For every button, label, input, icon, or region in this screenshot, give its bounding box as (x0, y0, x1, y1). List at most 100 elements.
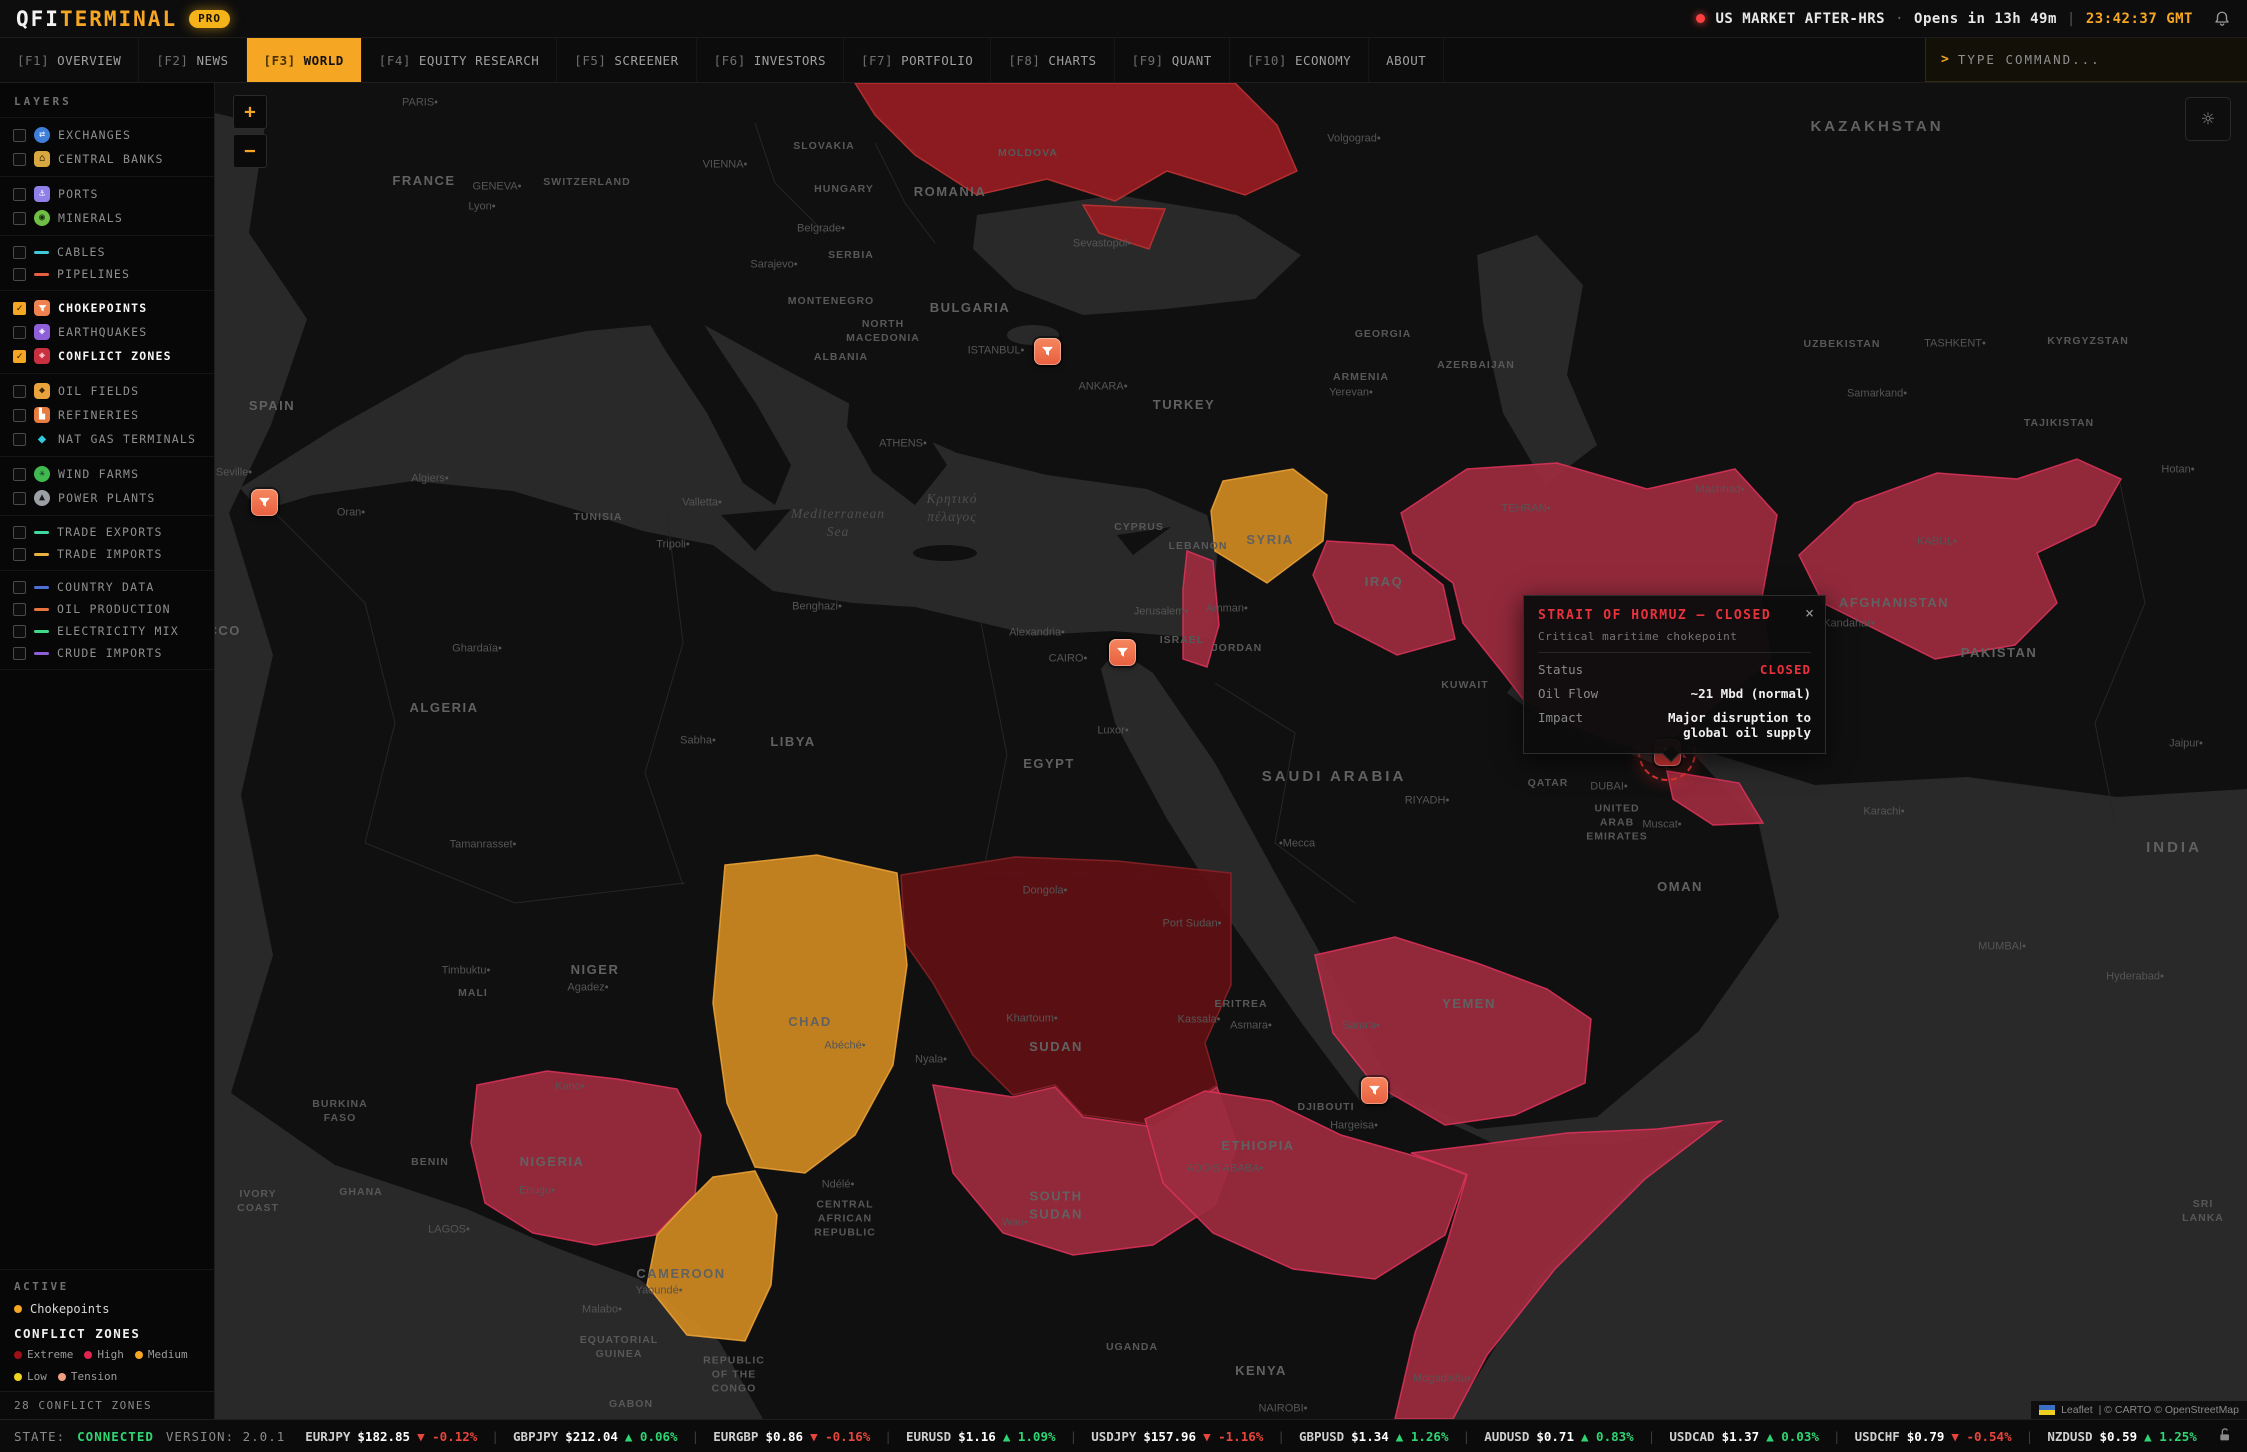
fx-ticker-eurusd[interactable]: EURUSD $1.16 ▲ 1.09% (906, 1428, 1056, 1444)
tab-overview[interactable]: [F1] OVERVIEW (0, 38, 140, 82)
layer-group: ✓ CHOKEPOINTS ✓ ◈ EARTHQUAKES ✓ ◈ CONFLICT ZONE… (0, 291, 214, 374)
tab-about[interactable]: ABOUT (1369, 38, 1445, 82)
layer-toggle-pipelines[interactable]: ✓ PIPELINES (0, 263, 214, 285)
layer-toggle-ports[interactable]: ✓ ⚓ PORTS (0, 182, 214, 206)
tab-quant[interactable]: [F9] QUANT (1115, 38, 1230, 82)
conflict-zone-afghanistan[interactable] (1798, 458, 2123, 660)
checkbox[interactable]: ✓ (13, 152, 26, 166)
checkbox[interactable]: ✓ (13, 325, 26, 339)
fx-ticker-usdcad[interactable]: USDCAD $1.37 ▲ 0.03% (1669, 1428, 1819, 1444)
layer-toggle-refineries[interactable]: ✓ ▙ REFINERIES (0, 403, 214, 427)
layer-label: PIPELINES (57, 267, 131, 281)
zoom-out-button[interactable]: − (233, 134, 267, 168)
layer-toggle-minerals[interactable]: ✓ ◉ MINERALS (0, 206, 214, 230)
conflict-zone-crimea[interactable] (1081, 204, 1167, 250)
tab-portfolio[interactable]: [F7] PORTFOLIO (844, 38, 992, 82)
checkbox[interactable]: ✓ (13, 624, 26, 638)
layer-toggle-oil-production[interactable]: ✓ OIL PRODUCTION (0, 598, 214, 620)
layer-toggle-power-plants[interactable]: ✓ ▲ POWER PLANTS (0, 486, 214, 510)
fx-ticker-gbpjpy[interactable]: GBPJPY $212.04 ▲ 0.06% (513, 1428, 678, 1444)
conflict-zone-ethiopia[interactable] (1144, 1090, 1468, 1280)
fx-ticker-eurgbp[interactable]: EURGBP $0.86 ▼ -0.16% (713, 1428, 871, 1444)
status-divider: | (2066, 10, 2076, 27)
logo-name: TERMINAL (59, 6, 178, 31)
tab-world[interactable]: [F3] WORLD (246, 38, 362, 82)
checkbox[interactable]: ✓ (13, 547, 26, 561)
tab-screener[interactable]: [F5] SCREENER (557, 38, 697, 82)
checkbox[interactable]: ✓ (13, 187, 26, 201)
layer-toggle-crude-imports[interactable]: ✓ CRUDE IMPORTS (0, 642, 214, 664)
checkbox[interactable]: ✓ (13, 467, 26, 481)
tab-charts[interactable]: [F8] CHARTS (991, 38, 1115, 82)
layer-toggle-electricity-mix[interactable]: ✓ ELECTRICITY MIX (0, 620, 214, 642)
layer-toggle-cables[interactable]: ✓ CABLES (0, 241, 214, 263)
unlock-icon[interactable] (2217, 1427, 2233, 1446)
conflict-zone-israel-lebanon[interactable] (1182, 549, 1220, 668)
checkbox[interactable]: ✓ (13, 301, 26, 315)
ticker-separator: | (1647, 1428, 1656, 1444)
checkbox[interactable]: ✓ (13, 602, 26, 616)
command-input[interactable]: > TYPE COMMAND... (1925, 38, 2247, 82)
checkbox[interactable]: ✓ (13, 384, 26, 398)
checkbox[interactable]: ✓ (13, 245, 26, 259)
conflict-zone-cameroon[interactable] (646, 1170, 778, 1342)
layer-group: ✓ TRADE EXPORTS ✓ TRADE IMPORTS (0, 516, 214, 571)
layer-toggle-trade-exports[interactable]: ✓ TRADE EXPORTS (0, 521, 214, 543)
layer-toggle-wind-farms[interactable]: ✓ ✳ WIND FARMS (0, 462, 214, 486)
layer-toggle-oil-fields[interactable]: ✓ ◆ OIL FIELDS (0, 379, 214, 403)
layer-toggle-trade-imports[interactable]: ✓ TRADE IMPORTS (0, 543, 214, 565)
layer-toggle-exchanges[interactable]: ✓ ⇄ EXCHANGES (0, 123, 214, 147)
chokepoint-marker-bosphorus[interactable] (1033, 337, 1061, 365)
zoom-in-button[interactable]: + (233, 95, 267, 129)
checkbox[interactable]: ✓ (13, 211, 26, 225)
tab-economy[interactable]: [F10] ECONOMY (1230, 38, 1370, 82)
fx-ticker-strip: EURJPY $182.85 ▼ -0.12% | GBPJPY $212.04 ▲ 0.0… (305, 1429, 2197, 1444)
attribution-text[interactable]: | © CARTO © OpenStreetMap (2098, 1404, 2239, 1416)
chokepoint-marker-bab-el-mandeb[interactable] (1360, 1076, 1388, 1104)
popup-close-icon[interactable]: × (1804, 604, 1814, 622)
tab-investors[interactable]: [F6] INVESTORS (697, 38, 844, 82)
conflict-zone-syria[interactable] (1210, 468, 1328, 584)
ticker-separator: | (691, 1428, 700, 1444)
fx-ticker-usdjpy[interactable]: USDJPY $157.96 ▼ -1.16% (1091, 1428, 1264, 1444)
layer-toggle-country-data[interactable]: ✓ COUNTRY DATA (0, 576, 214, 598)
checkbox[interactable]: ✓ (13, 525, 26, 539)
conflict-zone-iraq[interactable] (1312, 540, 1456, 656)
layer-toggle-conflict-zones[interactable]: ✓ ◈ CONFLICT ZONES (0, 344, 214, 368)
checkbox[interactable]: ✓ (13, 128, 26, 142)
conflict-zone-somalia[interactable] (1394, 1119, 1724, 1419)
fx-ticker-eurjpy[interactable]: EURJPY $182.85 ▼ -0.12% (305, 1428, 478, 1444)
layer-label: CRUDE IMPORTS (57, 646, 163, 660)
layer-toggle-central-banks[interactable]: ✓ ⌂ CENTRAL BANKS (0, 147, 214, 171)
checkbox[interactable]: ✓ (13, 580, 26, 594)
fx-ticker-usdchf[interactable]: USDCHF $0.79 ▼ -0.54% (1854, 1428, 2012, 1444)
layer-toggle-chokepoints[interactable]: ✓ CHOKEPOINTS (0, 296, 214, 320)
fx-ticker-nzdusd[interactable]: NZDUSD $0.59 ▲ 1.25% (2047, 1428, 2197, 1444)
layer-toggle-earthquakes[interactable]: ✓ ◈ EARTHQUAKES (0, 320, 214, 344)
checkbox[interactable]: ✓ (13, 646, 26, 660)
severity-dot (134, 1350, 143, 1359)
attribution-leaflet-link[interactable]: Leaflet (2061, 1404, 2093, 1416)
checkbox[interactable]: ✓ (13, 267, 26, 281)
checkbox[interactable]: ✓ (13, 349, 26, 363)
chokepoint-marker-gibraltar[interactable] (250, 488, 278, 516)
checkbox[interactable]: ✓ (13, 408, 26, 422)
conflict-zone-musandam[interactable] (1666, 770, 1765, 826)
tab-equity-research[interactable]: [F4] EQUITY RESEARCH (362, 38, 558, 82)
fx-ticker-audusd[interactable]: AUDUSD $0.71 ▲ 0.83% (1484, 1428, 1634, 1444)
layer-group: ✓ ⚓ PORTS ✓ ◉ MINERALS (0, 177, 214, 236)
checkbox[interactable]: ✓ (13, 432, 26, 446)
notifications-bell-icon[interactable] (2213, 10, 2231, 28)
chokepoints-icon (34, 300, 50, 316)
fx-ticker-gbpusd[interactable]: GBPUSD $1.34 ▲ 1.26% (1299, 1428, 1449, 1444)
layer-toggle-nat-gas-terminals[interactable]: ✓ ◆ NAT GAS TERMINALS (0, 427, 214, 451)
ticker-separator: | (1832, 1428, 1841, 1444)
electricity-mix-icon (34, 629, 49, 633)
checkbox[interactable]: ✓ (13, 491, 26, 505)
world-map[interactable]: PARIS• FRANCE GENEVA• Lyon• SWITZERLAND VIENN… (215, 83, 2247, 1419)
tab-news[interactable]: [F2] NEWS (139, 38, 247, 82)
conflict-zone-chad[interactable] (712, 854, 908, 1174)
conflict-zone-ukraine[interactable] (854, 83, 1298, 202)
map-settings-button[interactable]: ☼ (2185, 97, 2231, 141)
chokepoint-marker-suez[interactable] (1108, 638, 1136, 666)
